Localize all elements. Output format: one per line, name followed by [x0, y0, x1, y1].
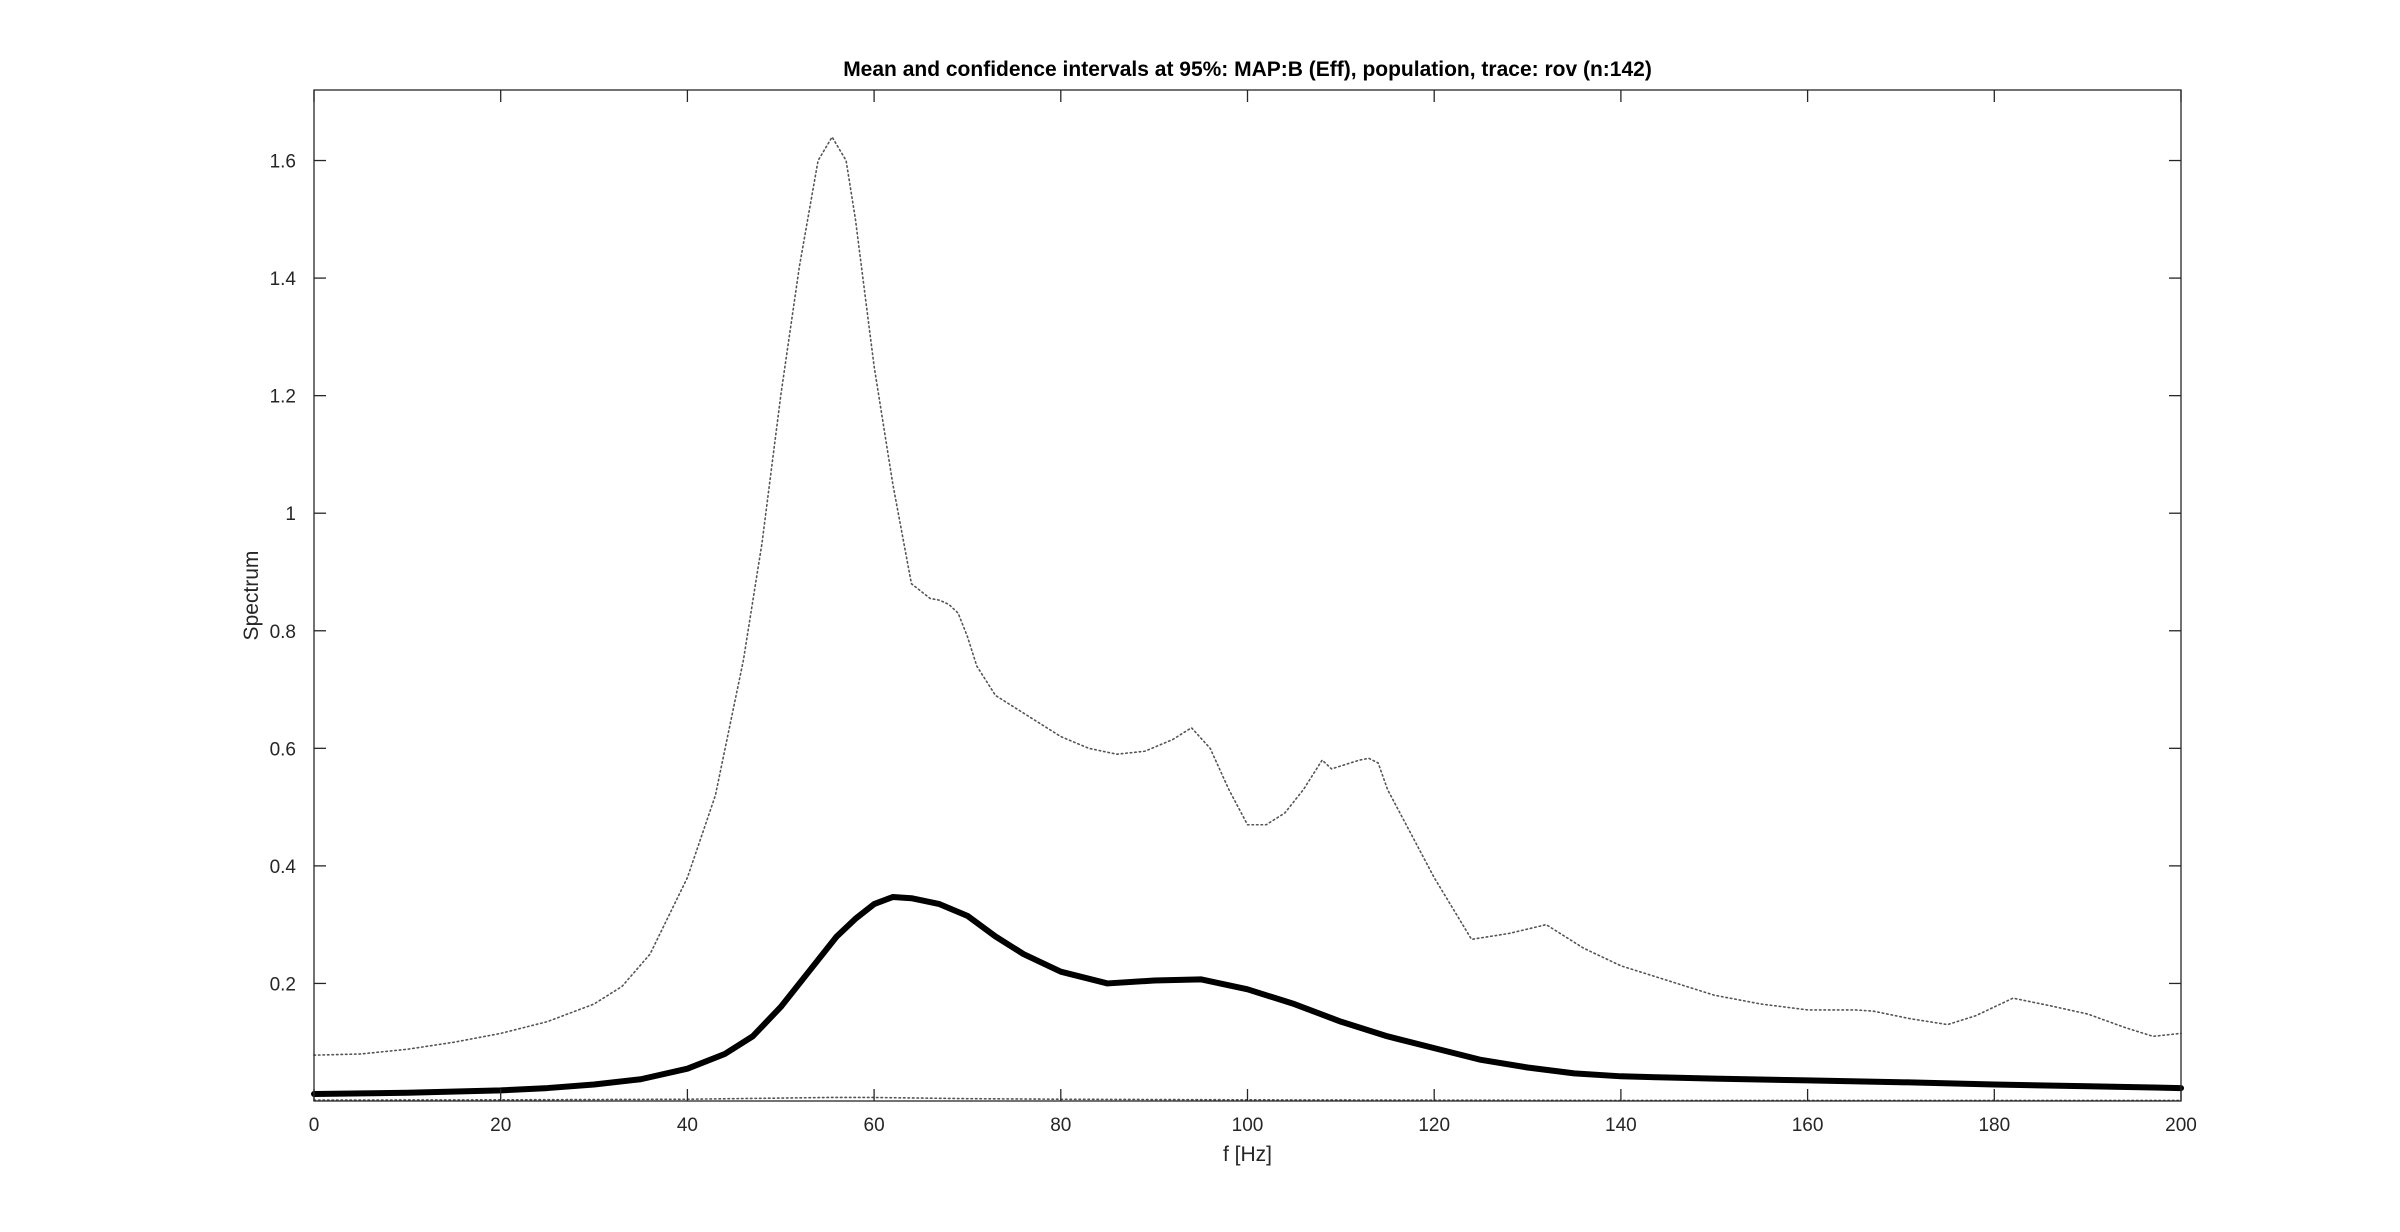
mean-line [311, 894, 2184, 1097]
x-tick-label: 100 [1232, 1115, 1264, 1136]
ticks-layer: 0 20 40 60 80 100 120 140 160 180 200 0.2 0.4 0.6 0.8 1… [270, 90, 2197, 1136]
x-tick-label: 60 [864, 1115, 885, 1136]
y-tick-label: 0.4 [270, 857, 297, 878]
upper-ci-line [313, 136, 2182, 1056]
chart-title: Mean and confidence intervals at 95%: MA… [843, 58, 1652, 81]
x-axis-label: f [Hz] [1223, 1143, 1272, 1166]
plot-area [314, 90, 2181, 1101]
x-tick-label: 40 [677, 1115, 698, 1136]
y-tick-label: 1.6 [270, 152, 296, 173]
y-tick-label: 0.2 [270, 974, 296, 995]
x-tick-label: 160 [1792, 1115, 1824, 1136]
x-tick-label: 180 [1978, 1115, 2010, 1136]
y-tick-label: 1 [285, 504, 296, 525]
y-tick-label: 1.2 [270, 387, 296, 408]
x-tick-label: 120 [1418, 1115, 1450, 1136]
y-axis-label: Spectrum [240, 551, 263, 641]
x-tick-label: 20 [490, 1115, 511, 1136]
x-tick-label: 140 [1605, 1115, 1637, 1136]
y-tick-label: 0.8 [270, 622, 296, 643]
y-tick-label: 1.4 [270, 269, 297, 290]
y-tick-label: 0.6 [270, 739, 296, 760]
x-tick-label: 0 [309, 1115, 320, 1136]
x-tick-label: 200 [2165, 1115, 2197, 1136]
x-tick-label: 80 [1050, 1115, 1071, 1136]
